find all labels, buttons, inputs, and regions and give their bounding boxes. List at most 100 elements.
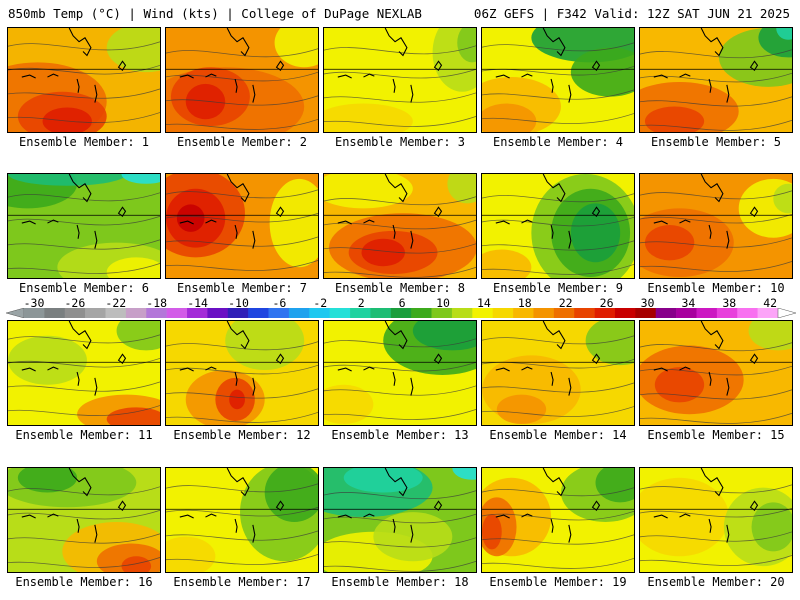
temperature-field — [482, 174, 634, 278]
coastline — [653, 28, 759, 103]
height-contour — [640, 49, 792, 59]
ensemble-member-map — [481, 320, 635, 426]
ensemble-member-map — [7, 173, 161, 279]
temperature-region — [585, 321, 634, 366]
ensemble-member-label: Ensemble Member: 14 — [489, 428, 627, 442]
height-contour — [324, 385, 476, 396]
height-contour — [482, 112, 634, 124]
colorbar-tick-label: 14 — [476, 296, 491, 310]
coastline — [495, 174, 601, 249]
temperature-field — [640, 28, 792, 132]
coastline — [653, 321, 759, 396]
ensemble-member-label: Ensemble Member: 15 — [647, 428, 785, 442]
height-contour — [324, 196, 476, 206]
ensemble-member-label: Ensemble Member: 8 — [334, 281, 466, 295]
colorbar-swatch — [757, 308, 779, 318]
height-contour — [324, 361, 476, 372]
height-contour — [324, 513, 476, 524]
temperature-field — [482, 468, 634, 572]
colorbar-tick-label: -10 — [228, 296, 249, 310]
ensemble-member-map — [481, 467, 635, 573]
temperature-region — [176, 204, 205, 232]
height-contour — [166, 483, 318, 493]
colorbar-swatch — [370, 308, 392, 318]
height-contour — [324, 408, 476, 420]
height-contour — [482, 65, 634, 76]
ensemble-member-label: Ensemble Member: 19 — [489, 575, 627, 589]
coastline — [337, 321, 443, 396]
height-contour — [166, 388, 318, 399]
colorbar-tick-label: 6 — [398, 296, 406, 310]
height-contour — [482, 358, 634, 369]
height-contour — [8, 486, 160, 496]
temperature-region — [185, 83, 226, 120]
height-contour — [640, 531, 792, 542]
temperature-field — [324, 28, 476, 132]
height-contour — [482, 335, 634, 345]
temperature-field — [166, 468, 318, 572]
height-contour — [8, 239, 160, 250]
height-contour — [482, 510, 634, 521]
coastline — [495, 468, 601, 543]
colorbar-tick-label: -14 — [187, 296, 208, 310]
colorbar-swatch — [64, 308, 86, 318]
ensemble-member-label: Ensemble Member: 11 — [15, 428, 153, 442]
temperature-region — [106, 28, 160, 73]
header-title: 850mb Temp (°C) | Wind (kts) | College o… — [8, 6, 422, 21]
temperature-region — [17, 468, 78, 493]
height-contour — [8, 88, 160, 99]
coastline — [179, 321, 285, 396]
coastline — [21, 28, 127, 103]
height-contour — [8, 357, 160, 368]
height-contour — [166, 259, 318, 271]
temperature-region — [654, 367, 705, 403]
height-contour — [482, 534, 634, 545]
ensemble-member-label: Ensemble Member: 13 — [331, 428, 469, 442]
colorbar-tick-label: -2 — [313, 296, 328, 310]
height-contour — [166, 189, 318, 199]
temperature-region — [106, 407, 160, 425]
height-contour — [324, 45, 476, 55]
colorbar-swatch — [676, 308, 697, 318]
ensemble-member-label: Ensemble Member: 16 — [15, 575, 153, 589]
colorbar-swatch — [44, 308, 66, 318]
colorbar-swatch — [513, 308, 534, 318]
ensemble-member-label: Ensemble Member: 6 — [18, 281, 150, 295]
height-contour — [8, 41, 160, 51]
ensemble-member-map — [481, 173, 635, 279]
temperature-region — [447, 174, 476, 204]
colorbar-tick-label: 30 — [640, 296, 655, 310]
temperature-region — [570, 203, 621, 263]
height-contour — [324, 338, 476, 348]
colorbar-swatch — [390, 308, 412, 318]
temperature-region — [452, 468, 476, 480]
temperature-region — [343, 468, 423, 493]
ensemble-member-label: Ensemble Member: 4 — [492, 135, 624, 149]
height-contour — [8, 111, 160, 123]
colorbar-swatch — [737, 308, 758, 318]
height-contour — [324, 219, 476, 230]
ensemble-member-map — [323, 320, 477, 426]
ensemble-member-label: Ensemble Member: 10 — [647, 281, 785, 295]
coastline — [653, 174, 759, 249]
height-contour — [640, 389, 792, 400]
height-contour — [482, 382, 634, 393]
temperature-field — [8, 28, 160, 132]
colorbar-swatch — [268, 308, 290, 318]
temperature-region — [274, 28, 318, 68]
colorbar-swatch — [553, 308, 575, 318]
ensemble-member-label: Ensemble Member: 20 — [647, 575, 785, 589]
ensemble-member-label: Ensemble Member: 9 — [492, 281, 624, 295]
temperature-region — [748, 321, 792, 351]
height-contour — [324, 266, 476, 278]
coastline — [21, 468, 127, 543]
colorbar-high-arrow — [777, 308, 796, 318]
colorbar-swatch — [472, 308, 494, 318]
ensemble-member-map — [7, 467, 161, 573]
temperature-region — [361, 238, 405, 267]
temperature-field — [324, 174, 476, 278]
colorbar-tick-label: -6 — [272, 296, 287, 310]
temperature-region — [121, 174, 160, 184]
height-contour — [482, 89, 634, 100]
coastline — [337, 468, 443, 543]
